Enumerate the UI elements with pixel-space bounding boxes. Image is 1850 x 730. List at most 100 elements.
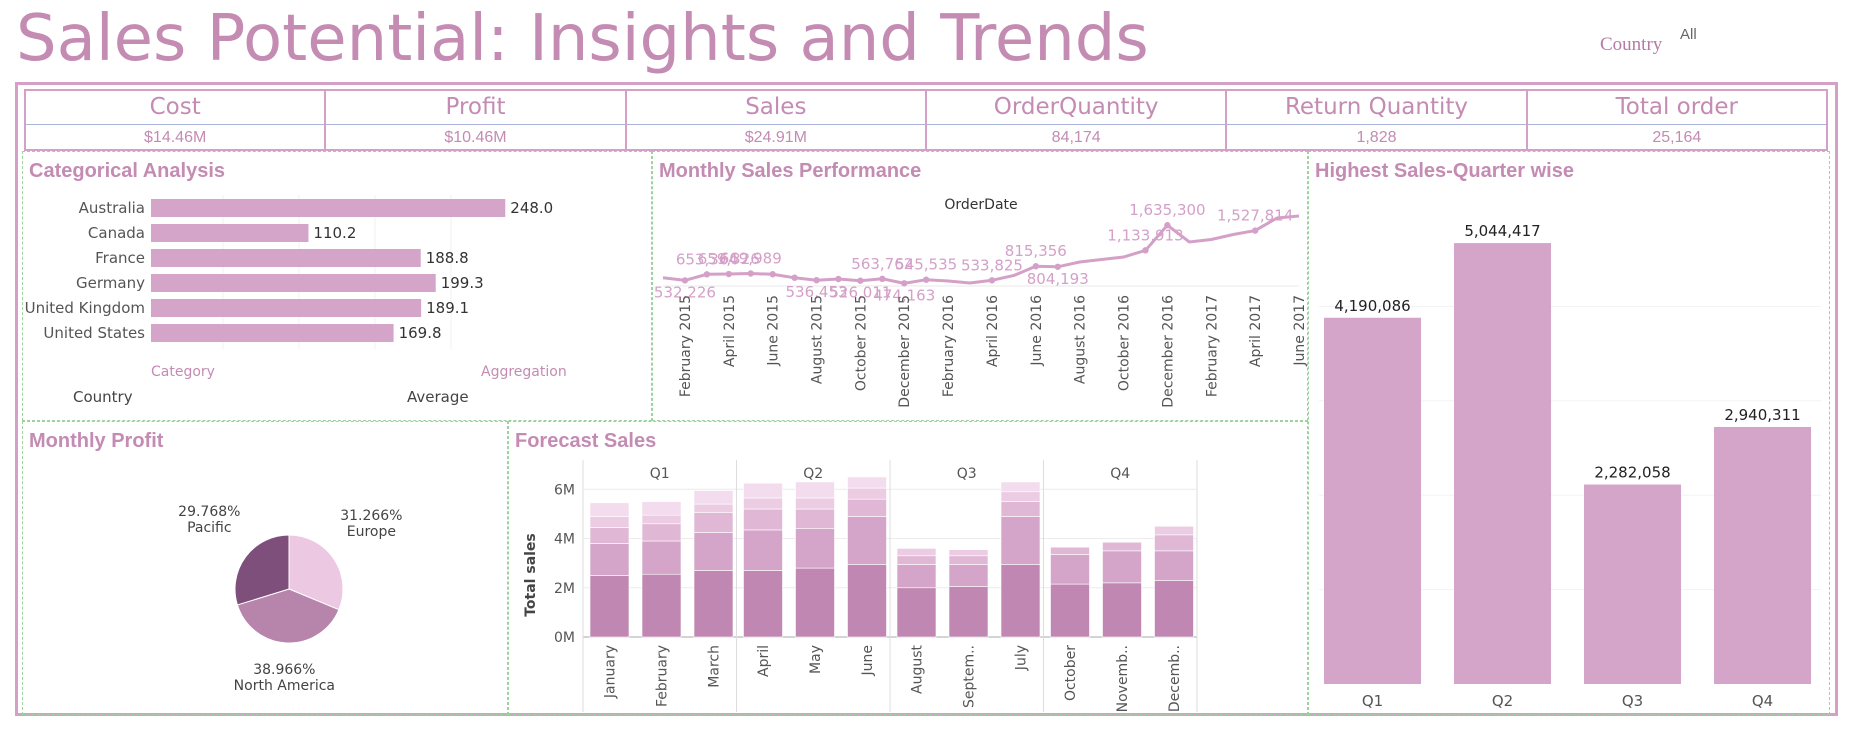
quarter-sales-panel: Highest Sales-Quarter wise 4,190,086 Q1 5,… — [1308, 151, 1830, 715]
data-label: 532,226 — [654, 283, 716, 301]
stacked-bar-segment — [743, 570, 783, 638]
parameter-label-category: Category — [151, 364, 215, 380]
stacked-bar-segment — [743, 508, 783, 531]
x-tick-label: Septem.. — [962, 645, 978, 708]
stacked-bar-segment — [795, 497, 835, 510]
data-point — [681, 277, 689, 284]
stacked-bar-segment — [948, 549, 989, 557]
bar — [151, 199, 506, 217]
group-header: Q4 — [1110, 466, 1130, 482]
category-label: United States — [43, 324, 145, 342]
forecast-stacked-bar-chart: 0M 2M 4M 6M Total sales Q1 January February Marc… — [523, 460, 1198, 712]
stacked-bar-segment — [795, 528, 835, 569]
data-point — [857, 277, 864, 284]
y-axis-title: Total sales — [523, 533, 539, 617]
data-point — [901, 280, 908, 287]
group-header: Q1 — [650, 466, 670, 482]
x-tick-label: February — [655, 645, 671, 707]
y-tick-label: 2M — [554, 581, 575, 597]
x-tick-label: Q3 — [1622, 692, 1643, 710]
kpi-title: Cost — [149, 94, 201, 120]
stacked-bar-segment — [1000, 501, 1041, 517]
series-line — [662, 214, 1300, 285]
category-label: United Kingdom — [25, 299, 145, 317]
data-point — [1164, 222, 1171, 229]
stacked-bar-segment — [641, 514, 682, 525]
x-tick-label: December 2016 — [1160, 295, 1176, 408]
x-tick-label: February 2016 — [941, 295, 957, 397]
x-tick-label: May — [808, 645, 824, 674]
stacked-bar-segment — [693, 490, 734, 505]
data-point — [747, 270, 754, 277]
stacked-bar-segment — [847, 498, 887, 517]
slice-name-label: Pacific — [187, 520, 232, 536]
data-label: 189.1 — [426, 299, 469, 317]
slice-percent-label: 31.266% — [340, 508, 402, 524]
parameter-value-aggregation: Average — [407, 388, 469, 406]
data-label: 669,989 — [720, 250, 782, 268]
pie-slice — [234, 534, 290, 606]
quarter-bar-chart: 4,190,086 Q1 5,044,417 Q2 2,282,058 Q3 2,940,3… — [1319, 222, 1821, 710]
bar — [151, 324, 394, 342]
monthly-sales-line-chart: OrderDate 532,226 653,364659,326669,989536… — [654, 197, 1308, 408]
stacked-bar-segment — [1102, 541, 1142, 552]
stacked-bar-segment — [641, 540, 682, 575]
data-label: 815,356 — [1005, 242, 1067, 260]
data-label: 169.8 — [399, 324, 442, 342]
data-point — [813, 276, 820, 284]
x-tick-label: March — [707, 645, 723, 688]
panel-title: Forecast Sales — [515, 430, 657, 452]
pie-slice — [288, 534, 344, 611]
data-label: 536,453 — [786, 283, 848, 301]
kpi-value: 25,164 — [1527, 124, 1826, 151]
category-label: France — [95, 249, 145, 267]
x-tick-label: April 2017 — [1248, 295, 1264, 367]
data-label: 526,011 — [829, 284, 891, 302]
panel-title: Categorical Analysis — [29, 160, 226, 182]
data-point — [703, 271, 711, 278]
stacked-bar-segment — [1102, 550, 1142, 584]
data-label: 2,940,311 — [1724, 406, 1800, 424]
data-label: 563,762 — [851, 255, 913, 273]
stacked-bar-segment — [948, 586, 989, 638]
kpi-title: OrderQuantity — [993, 94, 1159, 120]
stacked-bar-segment — [743, 497, 783, 510]
x-tick-label: April 2015 — [722, 295, 738, 367]
stacked-bar-segment — [1050, 554, 1090, 585]
x-tick-label: October — [1063, 645, 1079, 701]
x-tick-label: June 2015 — [766, 295, 782, 367]
data-label: 1,527,814 — [1217, 207, 1293, 225]
x-tick-label: Q1 — [1362, 692, 1383, 710]
x-tick-label: April — [756, 645, 772, 677]
y-tick-label: 4M — [554, 532, 575, 548]
x-tick-label: Q4 — [1752, 692, 1773, 710]
monthly-profit-panel: Monthly Profit 31.266% Europe 38.966% North… — [22, 421, 508, 715]
stacked-bar-segment — [589, 575, 630, 638]
stacked-bar-segment — [1050, 583, 1090, 638]
monthly-sales-panel: Monthly Sales Performance OrderDate 532,2… — [652, 151, 1308, 421]
data-label: 4,190,086 — [1334, 297, 1410, 315]
x-tick-label: April 2016 — [985, 295, 1001, 367]
country-filter-dropdown[interactable]: All — [1680, 26, 1697, 43]
y-tick-label: 6M — [554, 482, 575, 498]
stacked-bar-segment — [795, 481, 835, 499]
kpi-value: $10.46M — [326, 124, 625, 151]
x-axis-title: OrderDate — [944, 197, 1017, 213]
data-point — [988, 277, 996, 284]
kpi-cost: Cost $14.46M — [26, 91, 327, 149]
x-tick-label: June 2017 — [1292, 295, 1308, 367]
stacked-bar-segment — [589, 543, 630, 576]
stacked-bar-segment — [1154, 534, 1194, 552]
stacked-bar-segment — [589, 516, 630, 528]
stacked-bar-segment — [1154, 580, 1194, 638]
kpi-title: Sales — [745, 94, 807, 120]
stacked-bar-segment — [847, 564, 887, 638]
stacked-bar-segment — [693, 570, 734, 638]
categorical-analysis-panel: Categorical Analysis Australia 248.0 Canad… — [22, 151, 652, 421]
bar — [151, 274, 436, 292]
x-tick-label: August 2015 — [810, 295, 826, 384]
data-point — [835, 275, 842, 283]
stacked-bar-segment — [641, 501, 682, 516]
kpi-title: Profit — [445, 94, 506, 120]
category-label: Germany — [76, 274, 145, 292]
